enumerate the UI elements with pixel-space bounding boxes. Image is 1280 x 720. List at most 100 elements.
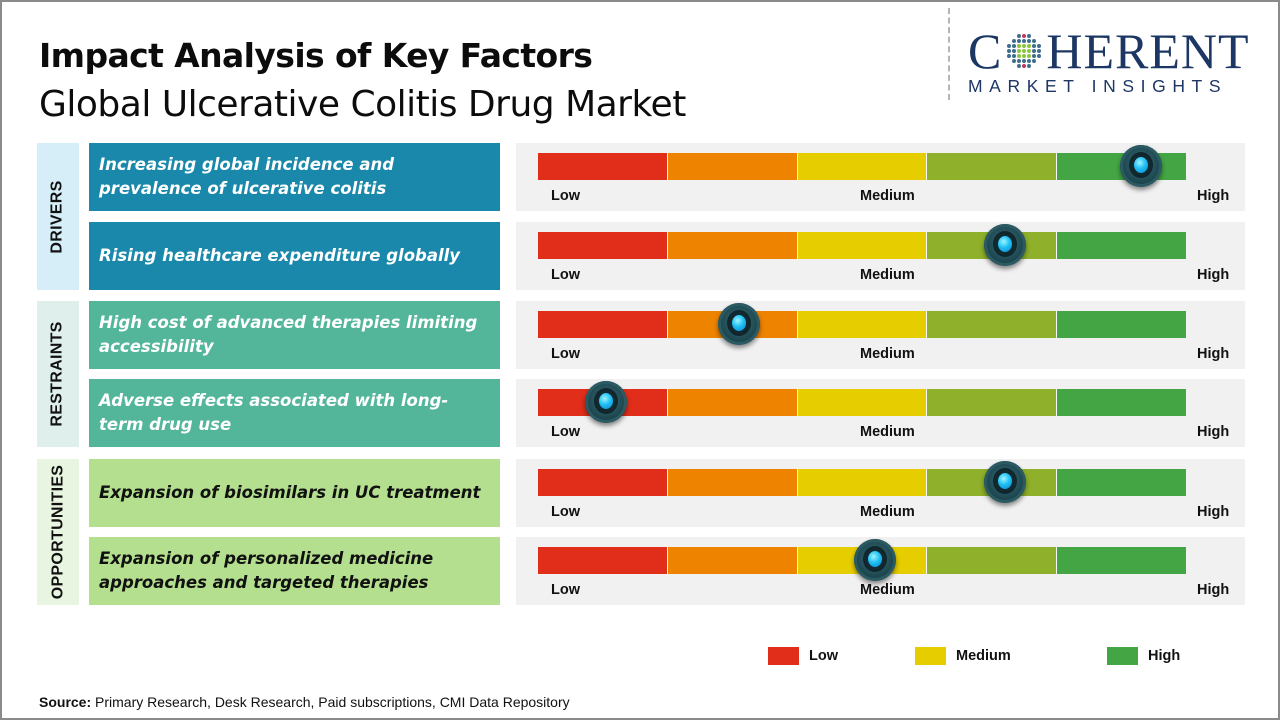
gauge-low-label: Low <box>551 188 580 204</box>
gauge-high-label: High <box>1197 582 1230 598</box>
gauge-segment-2 <box>667 232 798 259</box>
logo-letters-rest: HERENT <box>1046 23 1250 79</box>
globe-dot <box>1022 59 1027 63</box>
gauge-segment-4 <box>927 547 1058 574</box>
gauge-medium-label: Medium <box>860 267 915 283</box>
globe-dot <box>1017 44 1022 48</box>
impact-indicator-knob <box>983 224 1026 266</box>
page-subtitle: Global Ulcerative Colitis Drug Market <box>39 84 686 125</box>
gauge-segment-2 <box>667 389 798 416</box>
impact-indicator-knob <box>1119 145 1162 187</box>
factor-label: High cost of advanced therapies limiting… <box>89 301 500 369</box>
gauge-segment-4 <box>927 153 1058 180</box>
gauge-medium-label: Medium <box>860 188 915 204</box>
gauge-segment-3 <box>797 311 928 338</box>
globe-dot <box>1022 39 1027 43</box>
source-text: Primary Research, Desk Research, Paid su… <box>91 694 570 710</box>
globe-dot <box>1032 59 1037 63</box>
globe-dot <box>1022 34 1027 38</box>
legend-swatch <box>915 647 946 665</box>
globe-dot <box>1007 49 1012 53</box>
gauge-segment-4 <box>927 311 1058 338</box>
globe-dot <box>1012 59 1017 63</box>
gauge-segment-5 <box>1057 389 1186 416</box>
globe-dot <box>1037 54 1042 58</box>
category-name: OPPORTUNITIES <box>49 464 66 600</box>
legend-swatch <box>768 647 799 665</box>
legend-item-medium: Medium <box>915 647 1011 665</box>
source-label: Source: <box>39 694 92 710</box>
impact-gauge: Low Medium High <box>516 222 1245 290</box>
globe-dot <box>1027 44 1032 48</box>
globe-dot <box>1032 54 1037 58</box>
globe-dot <box>1037 44 1042 48</box>
gauge-medium-label: Medium <box>860 504 915 520</box>
gauge-segment-3 <box>797 232 928 259</box>
factor-label: Expansion of personalized medicine appro… <box>89 537 500 605</box>
gauge-segment-4 <box>927 389 1058 416</box>
gauge-segment-1 <box>538 311 668 338</box>
globe-dot <box>1032 44 1037 48</box>
globe-dot <box>1012 54 1017 58</box>
factor-label: Expansion of biosimilars in UC treatment <box>89 459 500 527</box>
gauge-high-label: High <box>1197 188 1230 204</box>
gauge-segment-2 <box>667 469 798 496</box>
brand-logo: C HERENT MARKET INSIGHTS <box>968 23 1268 97</box>
globe-dots-icon <box>1007 34 1042 68</box>
impact-gauge: Low Medium High <box>516 143 1245 211</box>
globe-dot <box>1012 49 1017 53</box>
globe-dot <box>1017 59 1022 63</box>
legend-item-high: High <box>1107 647 1180 665</box>
globe-dot <box>1012 44 1017 48</box>
gauge-low-label: Low <box>551 267 580 283</box>
gauge-bar <box>538 153 1186 180</box>
globe-dot <box>1027 39 1032 43</box>
globe-dot <box>1027 34 1032 38</box>
globe-dot <box>1027 59 1032 63</box>
gauge-segment-3 <box>797 469 928 496</box>
globe-dot <box>1037 49 1042 53</box>
gauge-segment-3 <box>797 389 928 416</box>
gauge-segment-1 <box>538 547 668 574</box>
impact-gauge: Low Medium High <box>516 459 1245 527</box>
factor-label: Increasing global incidence and prevalen… <box>89 143 500 211</box>
category-label-drivers: DRIVERS <box>37 143 79 290</box>
logo-wordmark: C HERENT <box>968 23 1268 79</box>
impact-gauge: Low Medium High <box>516 537 1245 605</box>
globe-dot <box>1027 49 1032 53</box>
gauge-segment-5 <box>1057 232 1186 259</box>
gauge-segment-5 <box>1057 311 1186 338</box>
gauge-segment-1 <box>538 153 668 180</box>
impact-indicator-knob <box>585 381 628 423</box>
globe-dot <box>1022 64 1027 68</box>
gauge-bar <box>538 311 1186 338</box>
globe-dot <box>1017 49 1022 53</box>
globe-dot <box>1007 54 1012 58</box>
category-name: RESTRAINTS <box>49 321 67 427</box>
impact-indicator-knob <box>853 539 896 581</box>
globe-dot <box>1022 49 1027 53</box>
gauge-segment-5 <box>1057 469 1186 496</box>
gauge-medium-label: Medium <box>860 424 915 440</box>
source-note: Source: Primary Research, Desk Research,… <box>39 694 570 710</box>
page-title: Impact Analysis of Key Factors <box>39 36 593 75</box>
globe-dot <box>1007 44 1012 48</box>
impact-indicator-knob <box>717 303 760 345</box>
impact-indicator-knob <box>983 461 1026 503</box>
globe-dot <box>1027 54 1032 58</box>
globe-dot <box>1017 54 1022 58</box>
gauge-segment-1 <box>538 469 668 496</box>
gauge-high-label: High <box>1197 267 1230 283</box>
gauge-bar <box>538 389 1186 416</box>
gauge-segment-5 <box>1057 547 1186 574</box>
globe-dot <box>1017 39 1022 43</box>
gauge-segment-3 <box>797 153 928 180</box>
globe-dot <box>1017 64 1022 68</box>
gauge-low-label: Low <box>551 582 580 598</box>
legend-label: Low <box>809 648 838 664</box>
factor-label: Rising healthcare expenditure globally <box>89 222 500 290</box>
legend-label: Medium <box>956 648 1011 664</box>
category-label-opportunities: OPPORTUNITIES <box>37 459 79 605</box>
globe-dot <box>1027 64 1032 68</box>
